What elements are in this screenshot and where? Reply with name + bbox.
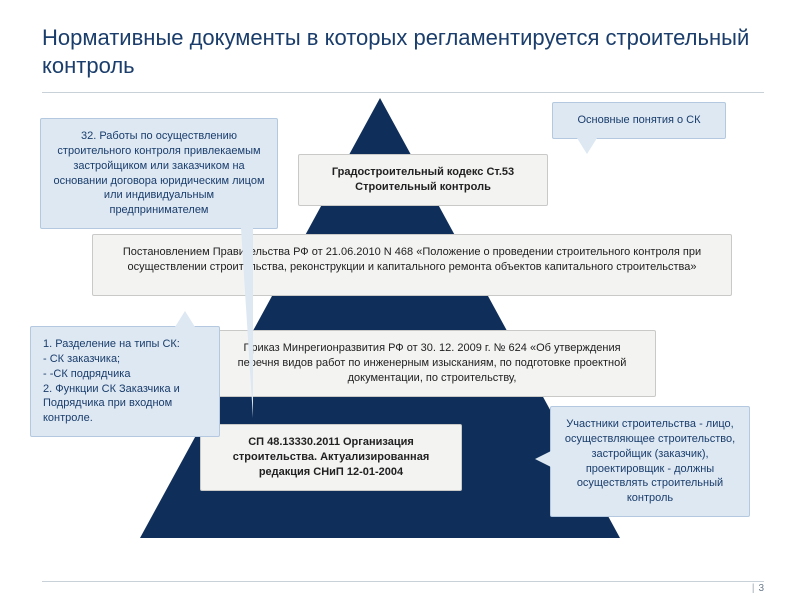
slide-title: Нормативные документы в которых регламен… — [42, 24, 800, 79]
doc-box-text: Градостроительный кодекс Ст.53 Строитель… — [313, 165, 533, 195]
callout-c_left_top: 32. Работы по осуществлению строительног… — [40, 118, 278, 229]
doc-box-text: СП 48.13330.2011 Организация строительст… — [215, 435, 447, 480]
doc-box-1: Градостроительный кодекс Ст.53 Строитель… — [298, 154, 548, 206]
doc-box-text: Приказ Минрегионразвития РФ от 30. 12. 2… — [223, 341, 641, 386]
callout-tail-icon — [577, 138, 597, 154]
title-rule — [42, 92, 764, 93]
doc-box-2: Постановлением Правительства РФ от 21.06… — [92, 234, 732, 296]
doc-box-4: СП 48.13330.2011 Организация строительст… — [200, 424, 462, 491]
callout-tail-icon — [241, 228, 253, 418]
callout-tail-icon — [535, 451, 551, 467]
callout-text: Основные понятия о СК — [565, 113, 713, 128]
doc-box-text: Постановлением Правительства РФ от 21.06… — [107, 245, 717, 275]
page-number: |3 — [752, 583, 764, 594]
callout-c_top: Основные понятия о СК — [552, 102, 726, 139]
callout-text: Участники строительства - лицо, осуществ… — [563, 417, 737, 506]
callout-text: 32. Работы по осуществлению строительног… — [53, 129, 265, 218]
callout-text: 1. Разделение на типы СК: - СК заказчика… — [43, 337, 207, 426]
callout-tail-icon — [175, 311, 195, 327]
callout-c_right_bottom: Участники строительства - лицо, осуществ… — [550, 406, 750, 517]
callout-c_left_bottom: 1. Разделение на типы СК: - СК заказчика… — [30, 326, 220, 437]
footer-rule — [42, 581, 764, 582]
doc-box-3: Приказ Минрегионразвития РФ от 30. 12. 2… — [208, 330, 656, 397]
